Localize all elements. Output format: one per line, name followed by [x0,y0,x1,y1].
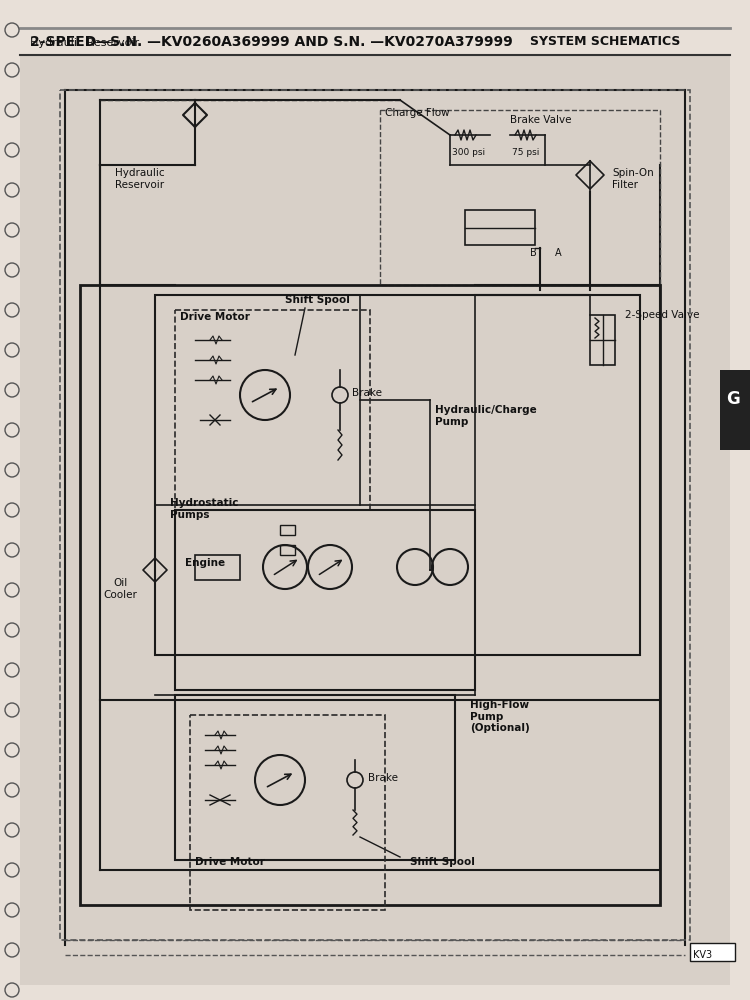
Text: Shift Spool: Shift Spool [410,857,475,867]
Text: KV3: KV3 [693,950,712,960]
Bar [175,510,475,690]
Text: 300 psi: 300 psi [452,148,485,157]
Text: A: A [555,248,562,258]
Bar [380,110,660,285]
Text: Charge Flow: Charge Flow [385,108,450,118]
Text: SYSTEM SCHEMATICS: SYSTEM SCHEMATICS [530,35,680,48]
Text: Brake: Brake [368,773,398,783]
Text: 2-SPEED—S.N. —KV0260A369999 AND S.N. —KV0270A379999: 2-SPEED—S.N. —KV0260A369999 AND S.N. —KV… [30,35,513,49]
Bar [175,695,455,860]
Bar [720,370,750,450]
Text: Brake Valve: Brake Valve [510,115,572,125]
Text: G: G [726,390,740,408]
Bar [590,315,615,365]
Text: Engine: Engine [185,558,225,568]
Text: 2-Speed Valve: 2-Speed Valve [625,310,700,320]
Text: B: B [530,248,537,258]
Bar [190,715,385,910]
Text: Brake: Brake [352,388,382,398]
Text: Shift Spool: Shift Spool [285,295,350,305]
Bar [60,90,690,940]
Text: 75 psi: 75 psi [512,148,539,157]
Bar [175,310,370,510]
Text: Spin-On
Filter: Spin-On Filter [612,168,654,190]
Text: High-Flow
Pump
(Optional): High-Flow Pump (Optional) [470,700,530,733]
Bar [195,555,240,580]
Bar [80,285,660,905]
Bar [280,545,295,555]
Text: Drive Motor: Drive Motor [180,312,250,322]
Bar [280,525,295,535]
Bar [155,295,640,655]
Text: Hydraulic
Reservoir: Hydraulic Reservoir [116,168,165,190]
Text: Hydraulic Reservoir: Hydraulic Reservoir [30,38,140,48]
Bar [465,210,535,245]
Bar [690,943,735,961]
Text: Hydraulic/Charge
Pump: Hydraulic/Charge Pump [435,405,537,427]
Text: Hydrostatic
Pumps: Hydrostatic Pumps [170,498,238,520]
Text: Oil
Cooler: Oil Cooler [103,578,137,600]
Text: Drive Motor: Drive Motor [195,857,265,867]
